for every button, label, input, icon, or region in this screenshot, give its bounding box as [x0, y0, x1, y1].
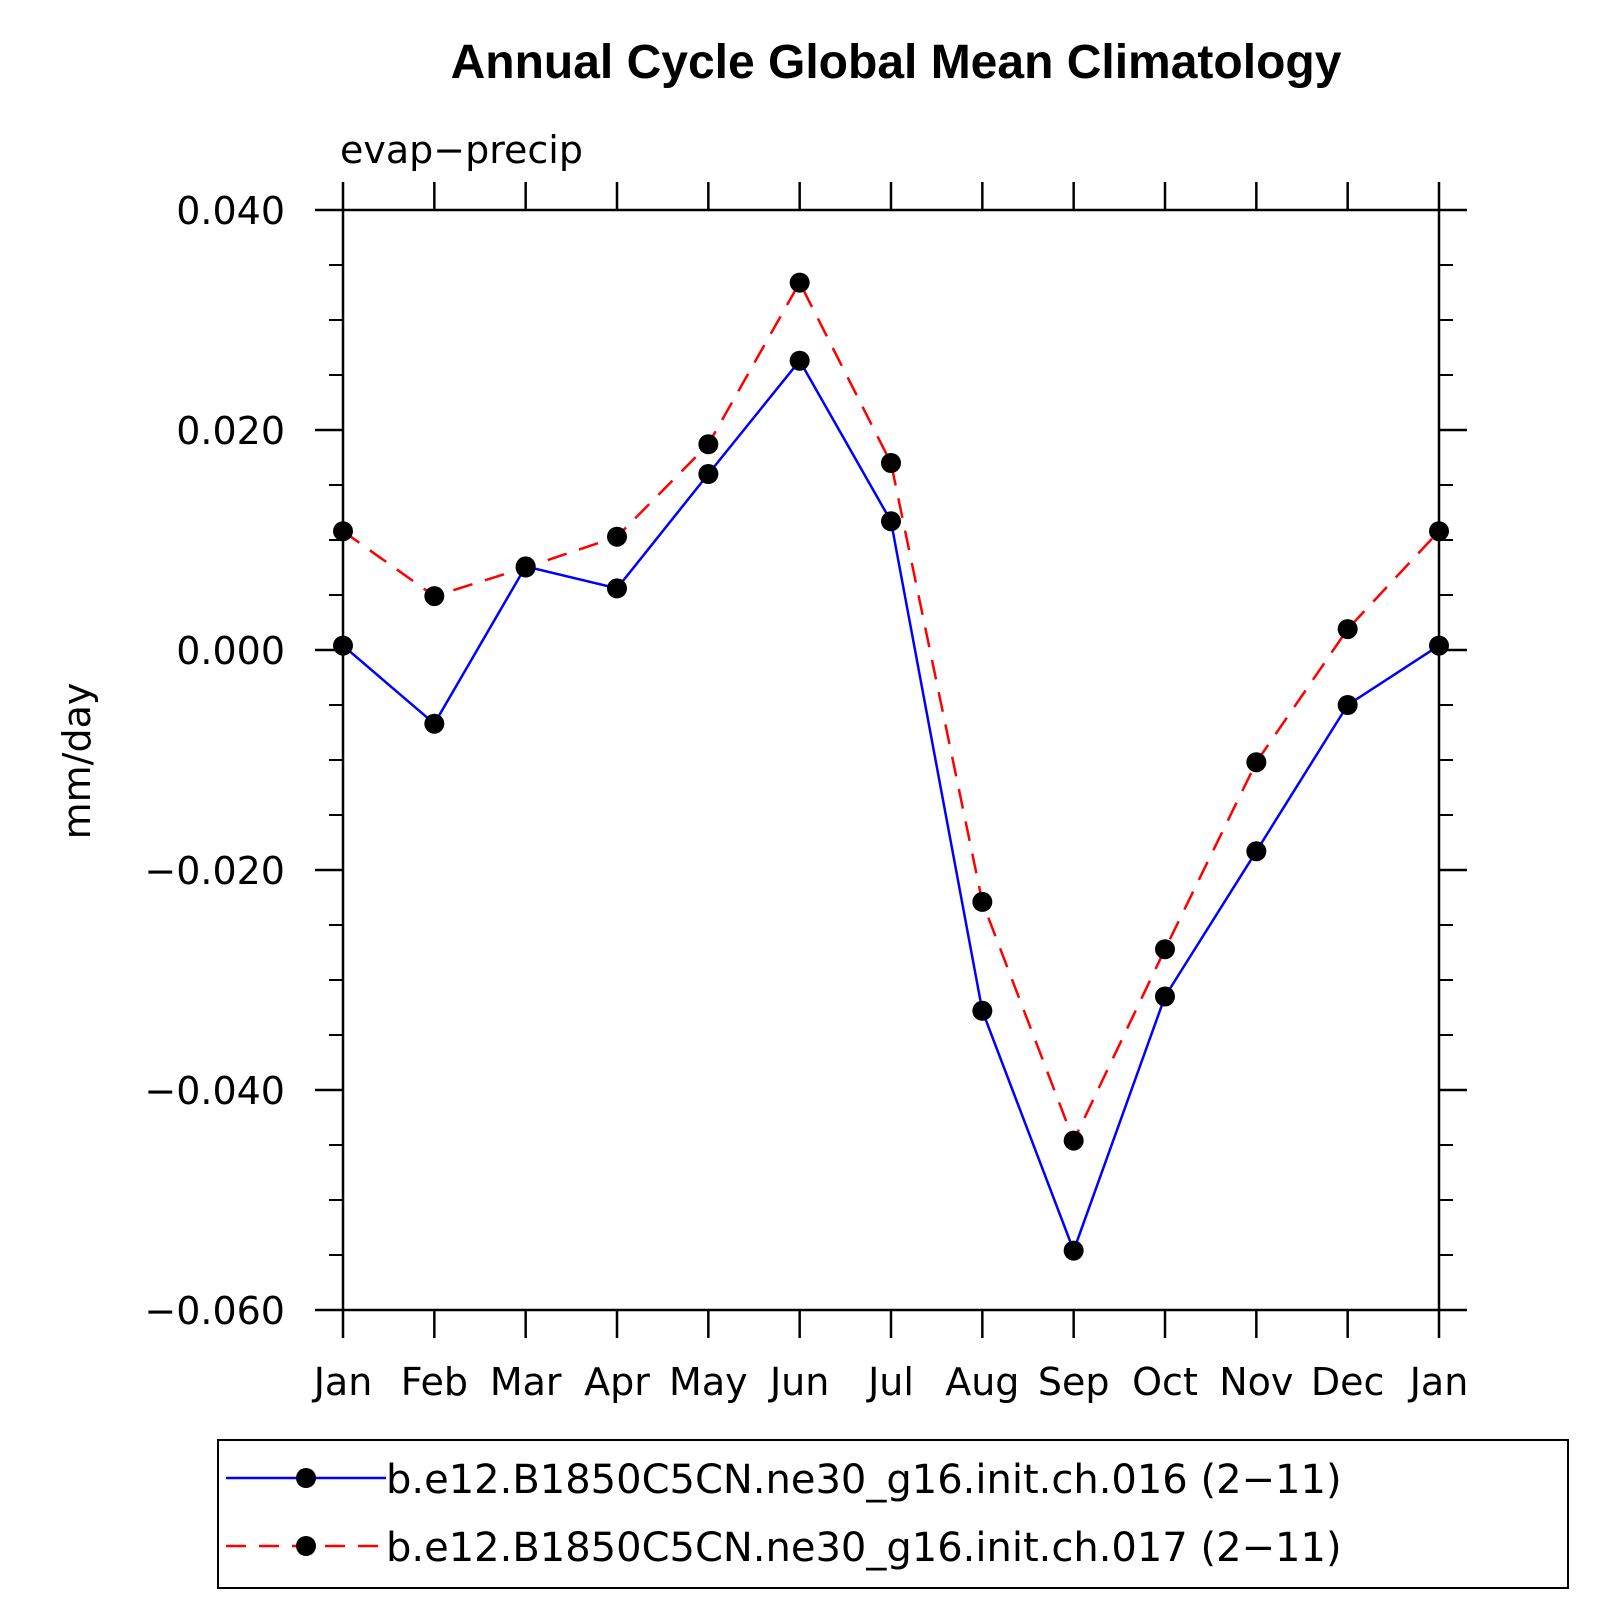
data-point-series-1 [1063, 1240, 1084, 1261]
data-point-series-2 [881, 453, 901, 473]
data-point-series-1 [972, 1000, 993, 1021]
data-point-series-2 [607, 526, 627, 547]
data-point-series-1 [607, 578, 627, 599]
legend-label-1: b.e12.B1850C5CN.ne30_g16.init.ch.016 (2−… [386, 1457, 1342, 1503]
x-tick-label: Jan [1408, 1360, 1469, 1404]
legend-box [217, 1439, 1569, 1589]
legend-swatch-marker-1 [296, 1468, 316, 1488]
legend-swatch-marker-2 [296, 1536, 316, 1556]
data-point-series-2 [1246, 752, 1267, 773]
data-point-series-2 [698, 434, 719, 455]
data-point-series-2 [789, 272, 810, 293]
x-tick-label: Dec [1311, 1360, 1385, 1404]
y-tick-label: 0.000 [176, 629, 285, 673]
plot-frame [341, 208, 1441, 1312]
data-point-series-1 [1337, 695, 1358, 715]
y-tick-label: −0.020 [144, 849, 285, 893]
data-point-series-2 [972, 891, 993, 912]
data-point-series-2 [1337, 619, 1358, 640]
data-point-series-1 [1155, 986, 1175, 1007]
data-point-series-1 [881, 511, 901, 532]
x-tick-label: Nov [1219, 1360, 1293, 1404]
data-point-series-1 [1246, 841, 1267, 862]
y-tick-label: 0.040 [176, 189, 285, 233]
x-tick-label: Apr [584, 1360, 650, 1404]
y-tick-label: −0.060 [144, 1289, 285, 1333]
data-point-series-2 [424, 586, 445, 607]
x-tick-label: Aug [945, 1360, 1019, 1404]
data-point-series-1 [698, 464, 719, 484]
x-tick-label: Jun [768, 1360, 829, 1404]
data-point-series-2 [515, 557, 536, 578]
x-tick-label: Sep [1038, 1360, 1110, 1404]
y-axis-label: mm/day [55, 683, 99, 840]
x-tick-label: Feb [401, 1360, 468, 1404]
x-tick-label: Oct [1132, 1360, 1198, 1404]
legend: b.e12.B1850C5CN.ne30_g16.init.ch.016 (2−… [217, 1439, 1569, 1589]
x-tick-label: May [669, 1360, 748, 1404]
y-tick-label: 0.020 [176, 409, 285, 453]
x-tick-label: Jan [312, 1360, 373, 1404]
data-point-series-1 [424, 713, 445, 734]
series-line-1 [342, 358, 1440, 1255]
legend-label-2: b.e12.B1850C5CN.ne30_g16.init.ch.017 (2−… [386, 1525, 1342, 1571]
x-tick-label: Jul [866, 1360, 914, 1404]
data-point-series-2 [1063, 1130, 1084, 1151]
series-line-2 [342, 279, 1440, 1144]
data-point-series-2 [1155, 939, 1175, 960]
chart-subtitle: evap−precip [340, 128, 583, 172]
data-point-series-1 [789, 350, 810, 371]
y-tick-label: −0.040 [144, 1069, 285, 1113]
chart-title: Annual Cycle Global Mean Climatology [451, 36, 1342, 89]
x-tick-label: Mar [490, 1360, 562, 1404]
